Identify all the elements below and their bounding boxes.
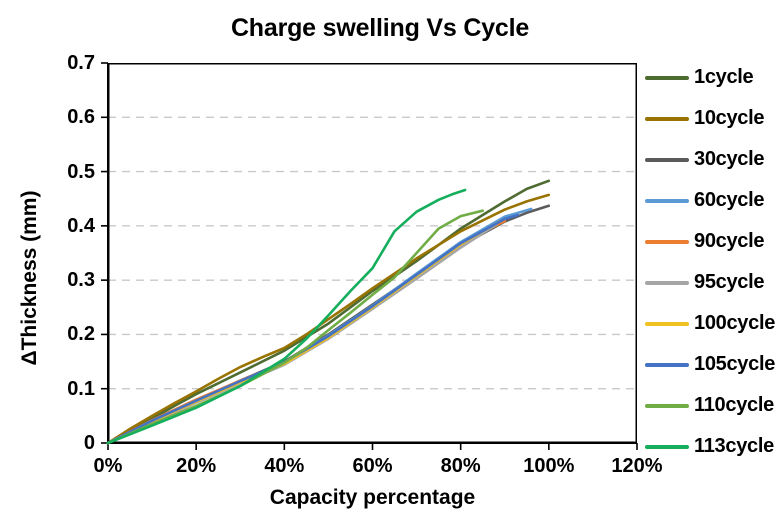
- x-tick-label: 80%: [440, 455, 481, 477]
- legend-label: 105cycle: [694, 353, 776, 375]
- y-tick-label: 0.4: [67, 214, 95, 237]
- legend-label: 113cycle: [694, 435, 774, 457]
- series-line-10cycle: [106, 193, 551, 445]
- y-tick-label: 0.3: [67, 269, 95, 292]
- legend-label: 100cycle: [694, 312, 776, 334]
- series-line-1cycle: [106, 179, 551, 445]
- legend-item-105cycle: 105cycle: [645, 344, 775, 385]
- plot-area: [101, 62, 638, 450]
- x-tick-label: 120%: [611, 455, 663, 477]
- y-tick-label: 0.5: [67, 160, 95, 183]
- legend-item-60cycle: 60cycle: [645, 180, 775, 221]
- legend-item-10cycle: 10cycle: [645, 98, 775, 139]
- series-line-105cycle: [106, 213, 520, 445]
- y-tick-label: 0.6: [67, 106, 95, 129]
- legend-label: 90cycle: [694, 230, 765, 252]
- legend-line-swatch: [645, 280, 689, 285]
- legend-item-95cycle: 95cycle: [645, 262, 775, 303]
- legend-line-swatch: [645, 198, 689, 203]
- y-tick-label: 0.7: [67, 52, 95, 74]
- chart-title: Charge swelling Vs Cycle: [230, 14, 530, 42]
- legend-label: 1cycle: [694, 66, 754, 88]
- plot-border: [108, 63, 637, 443]
- legend-item-1cycle: 1cycle: [645, 57, 775, 98]
- x-tick-label: 20%: [176, 455, 217, 477]
- x-tick-label: 60%: [352, 455, 393, 477]
- legend-line-swatch: [645, 157, 689, 162]
- legend-line-swatch: [645, 239, 689, 244]
- y-tick-label: 0: [83, 432, 95, 454]
- y-tick-label: 0.2: [67, 323, 95, 346]
- x-tick-label: 0%: [93, 455, 123, 477]
- legend-line-swatch: [645, 116, 689, 121]
- legend-item-90cycle: 90cycle: [645, 221, 775, 262]
- legend-line-swatch: [645, 321, 689, 326]
- legend-item-30cycle: 30cycle: [645, 139, 775, 180]
- x-tick-label: 100%: [523, 455, 575, 477]
- legend-label: 110cycle: [694, 394, 774, 416]
- legend-line-swatch: [645, 403, 689, 408]
- y-tick-label: 0.1: [67, 377, 95, 400]
- legend-item-113cycle: 113cycle: [645, 426, 775, 467]
- x-tick-label: 40%: [264, 455, 305, 477]
- legend-line-swatch: [645, 75, 689, 80]
- legend: 1cycle 10cycle 30cycle 60cycle 90cycle 95cycl…: [645, 57, 775, 467]
- legend-label: 10cycle: [694, 107, 765, 129]
- series-line-113cycle: [106, 188, 467, 445]
- x-axis-title: Capacity percentage: [269, 486, 476, 509]
- legend-line-swatch: [645, 362, 689, 367]
- legend-line-swatch: [645, 444, 689, 449]
- legend-item-110cycle: 110cycle: [645, 385, 775, 426]
- legend-label: 30cycle: [694, 148, 765, 170]
- legend-label: 95cycle: [694, 271, 765, 293]
- legend-label: 60cycle: [694, 189, 765, 211]
- legend-item-100cycle: 100cycle: [645, 303, 775, 344]
